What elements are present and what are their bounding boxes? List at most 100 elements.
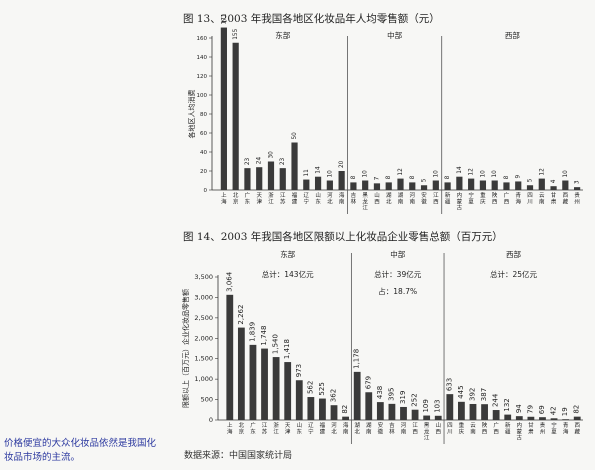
chart2-y-tick-label: 3,000: [194, 293, 213, 301]
chart1-value-label: 4: [551, 179, 557, 183]
chart2-category-label: 辽宁: [308, 421, 314, 435]
chart1-category-label: 云南: [539, 192, 545, 205]
chart2-bar: [527, 416, 535, 420]
chart1-category-label: 上海: [221, 191, 227, 205]
chart1-category-label: 山西: [374, 191, 380, 205]
chart1-category-label: 宁夏: [468, 191, 474, 205]
chart1-bar: [244, 168, 251, 190]
chart1-value-label: 10: [327, 170, 333, 178]
chart1-region-name: 东部: [275, 30, 290, 40]
chart1-category-label: 辽宁: [304, 191, 310, 205]
chart1-value-label: 155: [233, 28, 239, 39]
chart2-bar: [539, 417, 546, 420]
chart1-category-label: 江西: [433, 192, 439, 205]
chart1-bar: [503, 182, 510, 190]
chart1-category-label: 湖南: [398, 191, 404, 205]
chart1-value-label: 12: [469, 168, 475, 176]
chart1-title: 图 13、2003 年我国各地区化妆品年人均零售额（元）: [183, 12, 440, 25]
chart1-y-tick-label: 160: [197, 36, 208, 42]
chart2-bar: [353, 371, 361, 420]
chart2-y-tick-label: 2,000: [194, 334, 213, 342]
chart2-bar: [226, 294, 234, 420]
chart2-value-label: 679: [364, 376, 372, 389]
chart2-value-label: 633: [445, 378, 453, 391]
chart1-value-label: 14: [457, 166, 463, 174]
chart2-bar: [261, 348, 268, 420]
chart2-category-label: 湖南: [366, 421, 372, 435]
chart1-category-label: 新疆: [445, 191, 451, 205]
chart1-bar: [479, 180, 487, 190]
chart1-bar: [526, 185, 534, 190]
chart1-category-label: 青海: [515, 191, 521, 205]
chart1-category-label: 黑龙江: [362, 192, 368, 212]
chart1-bar: [373, 183, 381, 190]
chart1-y-tick-label: 80: [200, 112, 207, 118]
chart1-value-label: 24: [257, 157, 263, 165]
chart2-value-label: 973: [295, 364, 303, 377]
chart1-category-label: 重庆: [480, 191, 486, 205]
chart2-category-label: 北京: [239, 421, 245, 435]
chart2-value-label: 2,262: [237, 305, 245, 325]
chart2-region-name: 西部: [506, 249, 521, 259]
chart2-value-label: 103: [434, 399, 442, 412]
chart1-bar: [550, 186, 557, 190]
chart1-category-label: 湖北: [386, 191, 392, 205]
chart1-value-label: 10: [433, 170, 439, 178]
chart2-category-label: 新疆: [505, 421, 511, 435]
chart2-value-label: 1,540: [272, 334, 280, 354]
chart1-value-label: 8: [386, 175, 392, 179]
chart2-category-label: 重庆: [459, 421, 465, 435]
chart1-value-label: 23: [280, 157, 286, 165]
chart1-bar: [220, 27, 227, 190]
chart1-bar: [279, 168, 286, 190]
chart2-value-label: 1,839: [248, 322, 256, 342]
chart2-region-total: 总计：143亿元: [262, 269, 314, 279]
chart1-y-tick-label: 0: [204, 188, 208, 194]
chart1-category-label: 四川: [527, 192, 533, 205]
chart1-category-label: 山东: [315, 191, 321, 205]
chart2-value-label: 525: [318, 382, 326, 395]
chart2-bar: [481, 404, 488, 420]
chart1-category-label: 广东: [245, 191, 251, 205]
chart1-y-tick-label: 60: [200, 131, 207, 137]
chart2-bar: [469, 403, 477, 420]
chart1-value-label: 3: [575, 180, 581, 184]
side-note: 价格便宜的大众化妆品依然是我国化妆品市场的主流。: [4, 438, 157, 463]
chart2-bar: [319, 398, 326, 420]
chart2-category-label: 四川: [447, 422, 453, 435]
chart1-value-label: 12: [539, 168, 545, 176]
chart1-value-label: 10: [480, 170, 486, 178]
chart2-category-label: 江西: [412, 422, 418, 435]
chart2-bar: [504, 414, 512, 420]
chart1-value-label: 5: [528, 178, 534, 182]
chart2-category-label: 广西: [493, 421, 499, 435]
chart2-category-label: 贵州: [540, 421, 546, 435]
chart1-y-tick-label: 100: [197, 93, 208, 99]
chart2-region-name: 中部: [390, 249, 405, 259]
chart1-value-label: 5: [422, 178, 428, 182]
chart1-region-name: 西部: [505, 30, 520, 40]
chart2-category-label: 宁夏: [551, 421, 557, 435]
chart2-category-label: 甘肃: [528, 421, 534, 435]
chart1-y-tick-label: 140: [197, 55, 208, 61]
chart1-category-label: 河南: [410, 191, 416, 205]
chart1-bar: [420, 185, 428, 190]
chart2-value-label: 69: [538, 405, 546, 414]
chart2-category-label: 山东: [297, 421, 303, 435]
chart2-bar: [458, 401, 465, 420]
chart2-bar: [376, 402, 384, 420]
chart1-bar: [432, 180, 439, 190]
chart1-category-label: 福建: [292, 191, 298, 205]
chart1-category-label: 江苏: [280, 192, 286, 205]
chart1-bar: [362, 180, 369, 190]
chart1-bar: [468, 178, 475, 190]
chart1-value-label: 10: [563, 170, 569, 178]
chart1-bar: [456, 176, 463, 190]
chart2-region-share: 占：18.7%: [378, 286, 417, 296]
chart1-value-label: 8: [445, 175, 451, 179]
chart1-value-label: 7: [374, 176, 380, 180]
chart1-value-label: 23: [245, 157, 251, 165]
chart2-value-label: 1,178: [353, 349, 361, 369]
chart1-region-name: 中部: [387, 30, 402, 40]
